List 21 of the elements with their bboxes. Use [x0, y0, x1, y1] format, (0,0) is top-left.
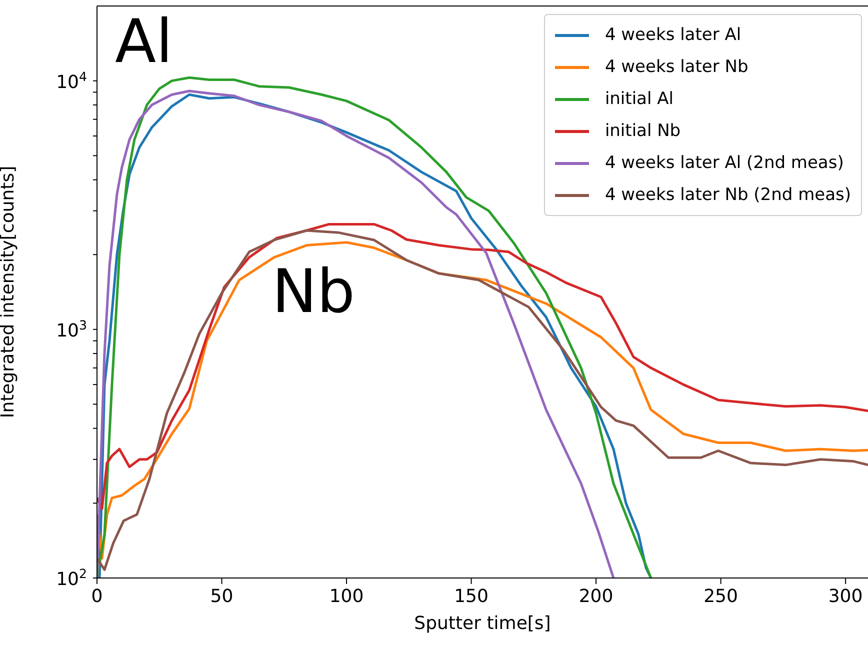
legend-label: 4 weeks later Nb (2nd meas) [604, 185, 851, 205]
y-axis-title: Integrated intensity[counts] [0, 166, 18, 418]
legend-label: initial Nb [604, 121, 681, 141]
legend-label: 4 weeks later Al [604, 25, 742, 45]
x-tick-label: 250 [704, 586, 738, 607]
x-tick-label: 200 [578, 586, 614, 607]
legend-label: initial Al [604, 89, 674, 109]
y-tick-label: 10$^{4}$ [56, 68, 87, 93]
x-tick-label: 300 [828, 586, 863, 607]
legend-label: 4 weeks later Al (2nd meas) [604, 153, 844, 173]
annotation: Nb [272, 257, 355, 327]
x-tick-label: 100 [329, 586, 364, 607]
y-tick-label: 10$^{3}$ [56, 316, 87, 342]
y-tick-label: 10$^{2}$ [56, 566, 87, 590]
line-series [97, 222, 868, 510]
x-tick-label: 0 [91, 586, 103, 607]
x-axis-title: Sputter time[s] [414, 613, 551, 634]
x-tick-label: 150 [454, 586, 488, 607]
legend-label: 4 weeks later Nb [604, 57, 748, 77]
x-tick-label: 50 [210, 586, 234, 607]
annotation: Al [115, 7, 173, 77]
